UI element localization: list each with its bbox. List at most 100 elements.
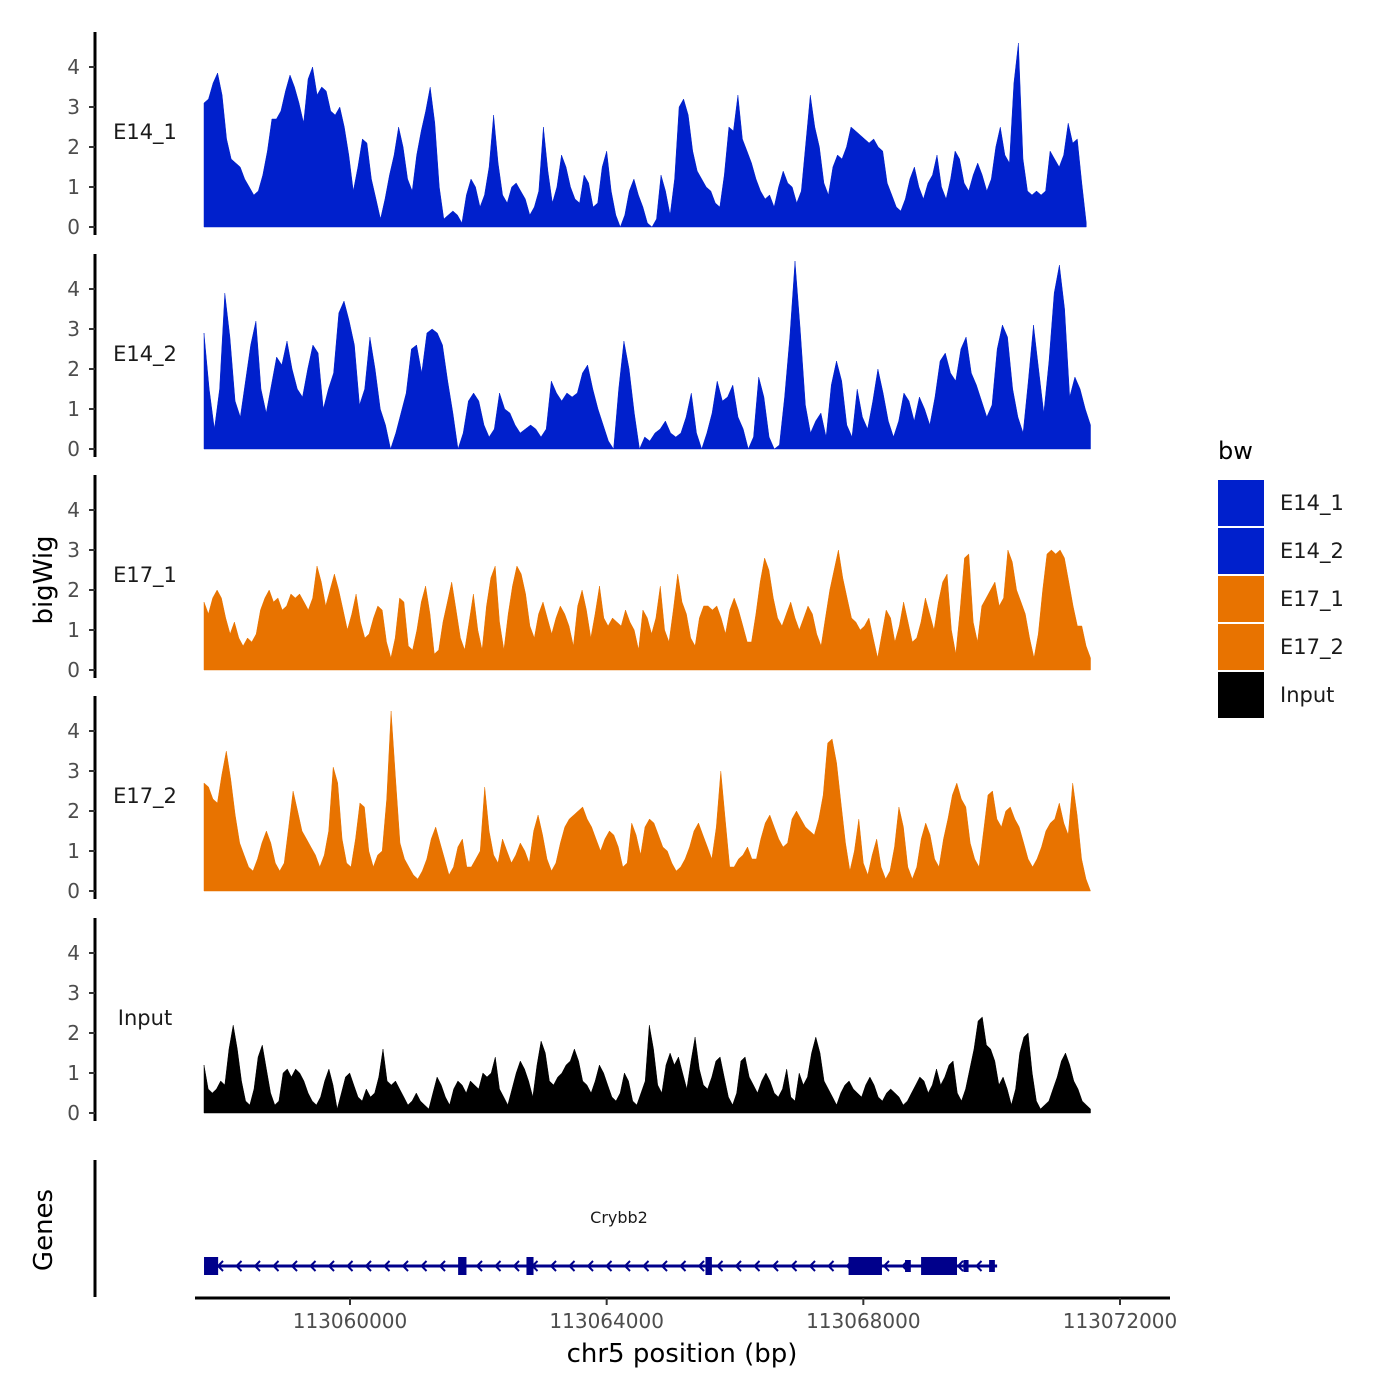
y-tick-label: 1	[67, 1061, 80, 1085]
strand-arrow	[790, 1260, 798, 1272]
strand-arrow	[512, 1260, 520, 1272]
gene-label: Crybb2	[590, 1208, 648, 1227]
y-tick-label: 0	[67, 879, 80, 903]
legend-swatch	[1218, 528, 1264, 574]
strand-arrow	[605, 1260, 613, 1272]
legend-swatch	[1218, 576, 1264, 622]
strand-arrow	[327, 1260, 335, 1272]
track-label: E14_1	[113, 120, 177, 145]
track-e17-1: 0 1 2 3 4 E17_1	[67, 475, 1091, 682]
gene-exon	[921, 1257, 958, 1275]
strand-arrow	[882, 1260, 890, 1272]
track-label: E17_1	[113, 563, 177, 588]
y-tick-label: 2	[67, 1021, 80, 1045]
legend-label: Input	[1280, 683, 1334, 707]
strand-arrow	[660, 1260, 668, 1272]
strand-arrow	[586, 1260, 594, 1272]
strand-arrow	[568, 1260, 576, 1272]
gene-exon	[705, 1257, 712, 1275]
gene-exon	[963, 1260, 969, 1272]
x-tick-label: 113064000	[549, 1309, 664, 1333]
track-label: E17_2	[113, 784, 177, 809]
y-tick-label: 3	[67, 317, 80, 341]
signal-area	[203, 549, 1091, 671]
legend: bw E14_1 E14_2 E17_1 E17_2 Input	[1218, 437, 1344, 718]
strand-arrow	[734, 1260, 742, 1272]
legend-swatch	[1218, 480, 1264, 526]
strand-arrow	[549, 1260, 557, 1272]
strand-arrow	[401, 1260, 409, 1272]
y-axis-title: bigWig	[29, 535, 59, 624]
gene-exon	[458, 1257, 467, 1275]
signal-area	[203, 1016, 1091, 1114]
legend-item: E14_1	[1218, 480, 1344, 526]
genes-axis-title: Genes	[29, 1189, 59, 1271]
legend-item: E14_2	[1218, 528, 1344, 574]
track-e17-2: 0 1 2 3 4 E17_2	[67, 696, 1091, 903]
gene-exon	[526, 1257, 534, 1275]
strand-arrow	[716, 1260, 724, 1272]
legend-label: E14_2	[1280, 539, 1344, 564]
signal-area	[203, 260, 1091, 450]
strand-arrow	[364, 1260, 372, 1272]
y-tick-label: 2	[67, 799, 80, 823]
y-tick-label: 4	[67, 55, 80, 79]
x-tick-label: 113068000	[806, 1309, 921, 1333]
legend-label: E17_2	[1280, 635, 1344, 660]
strand-arrow	[642, 1260, 650, 1272]
strand-arrow	[753, 1260, 761, 1272]
strand-arrow	[956, 1260, 964, 1272]
gene-exon	[989, 1260, 995, 1272]
legend-title: bw	[1218, 437, 1253, 465]
y-tick-label: 0	[67, 658, 80, 682]
y-tick-label: 2	[67, 135, 80, 159]
y-tick-label: 3	[67, 759, 80, 783]
legend-label: E14_1	[1280, 491, 1344, 516]
y-tick-label: 1	[67, 839, 80, 863]
y-tick-label: 1	[67, 175, 80, 199]
genes-track: Crybb2	[93, 1160, 998, 1297]
strand-arrow	[975, 1260, 983, 1272]
strand-arrow	[346, 1260, 354, 1272]
strand-arrow	[827, 1260, 835, 1272]
gene-exon	[848, 1257, 882, 1275]
y-tick-label: 3	[67, 538, 80, 562]
y-tick-label: 2	[67, 578, 80, 602]
strand-arrow	[808, 1260, 816, 1272]
y-tick-label: 0	[67, 215, 80, 239]
gene-exon	[905, 1260, 911, 1272]
track-e14-2: 0 1 2 3 4 E14_2	[67, 254, 1091, 461]
legend-swatch	[1218, 672, 1264, 718]
legend-swatch	[1218, 624, 1264, 670]
y-tick-label: 0	[67, 437, 80, 461]
strand-arrow	[309, 1260, 317, 1272]
strand-arrow	[290, 1260, 298, 1272]
legend-item: E17_2	[1218, 624, 1344, 670]
legend-label: E17_1	[1280, 587, 1344, 612]
track-e14-1: 0 1 2 3 4 E14_1	[67, 32, 1087, 239]
x-tick-label: 113072000	[1063, 1309, 1178, 1333]
strand-arrow	[679, 1260, 687, 1272]
track-label: Input	[118, 1006, 172, 1030]
strand-arrow	[438, 1260, 446, 1272]
y-tick-label: 3	[67, 981, 80, 1005]
legend-item: Input	[1218, 672, 1334, 718]
signal-area	[203, 42, 1087, 228]
strand-arrow	[475, 1260, 483, 1272]
y-tick-label: 3	[67, 95, 80, 119]
track-label: E14_2	[113, 342, 177, 367]
y-tick-label: 4	[67, 941, 80, 965]
y-tick-label: 4	[67, 277, 80, 301]
signal-tracks: 0 1 2 3 4 E14_1 0 1 2 3 4 E14_2 0 1 2 3 4 E17_1 0 1 2 3 4 E17_2…	[67, 32, 1091, 1125]
x-axis-title: chr5 position (bp)	[567, 1339, 798, 1369]
strand-arrow	[383, 1260, 391, 1272]
y-tick-label: 4	[67, 498, 80, 522]
y-tick-label: 1	[67, 618, 80, 642]
gene-exon	[204, 1257, 219, 1275]
strand-arrow	[235, 1260, 243, 1272]
strand-arrow	[420, 1260, 428, 1272]
track-input: 0 1 2 3 4 Input	[67, 918, 1091, 1125]
y-tick-label: 4	[67, 719, 80, 743]
